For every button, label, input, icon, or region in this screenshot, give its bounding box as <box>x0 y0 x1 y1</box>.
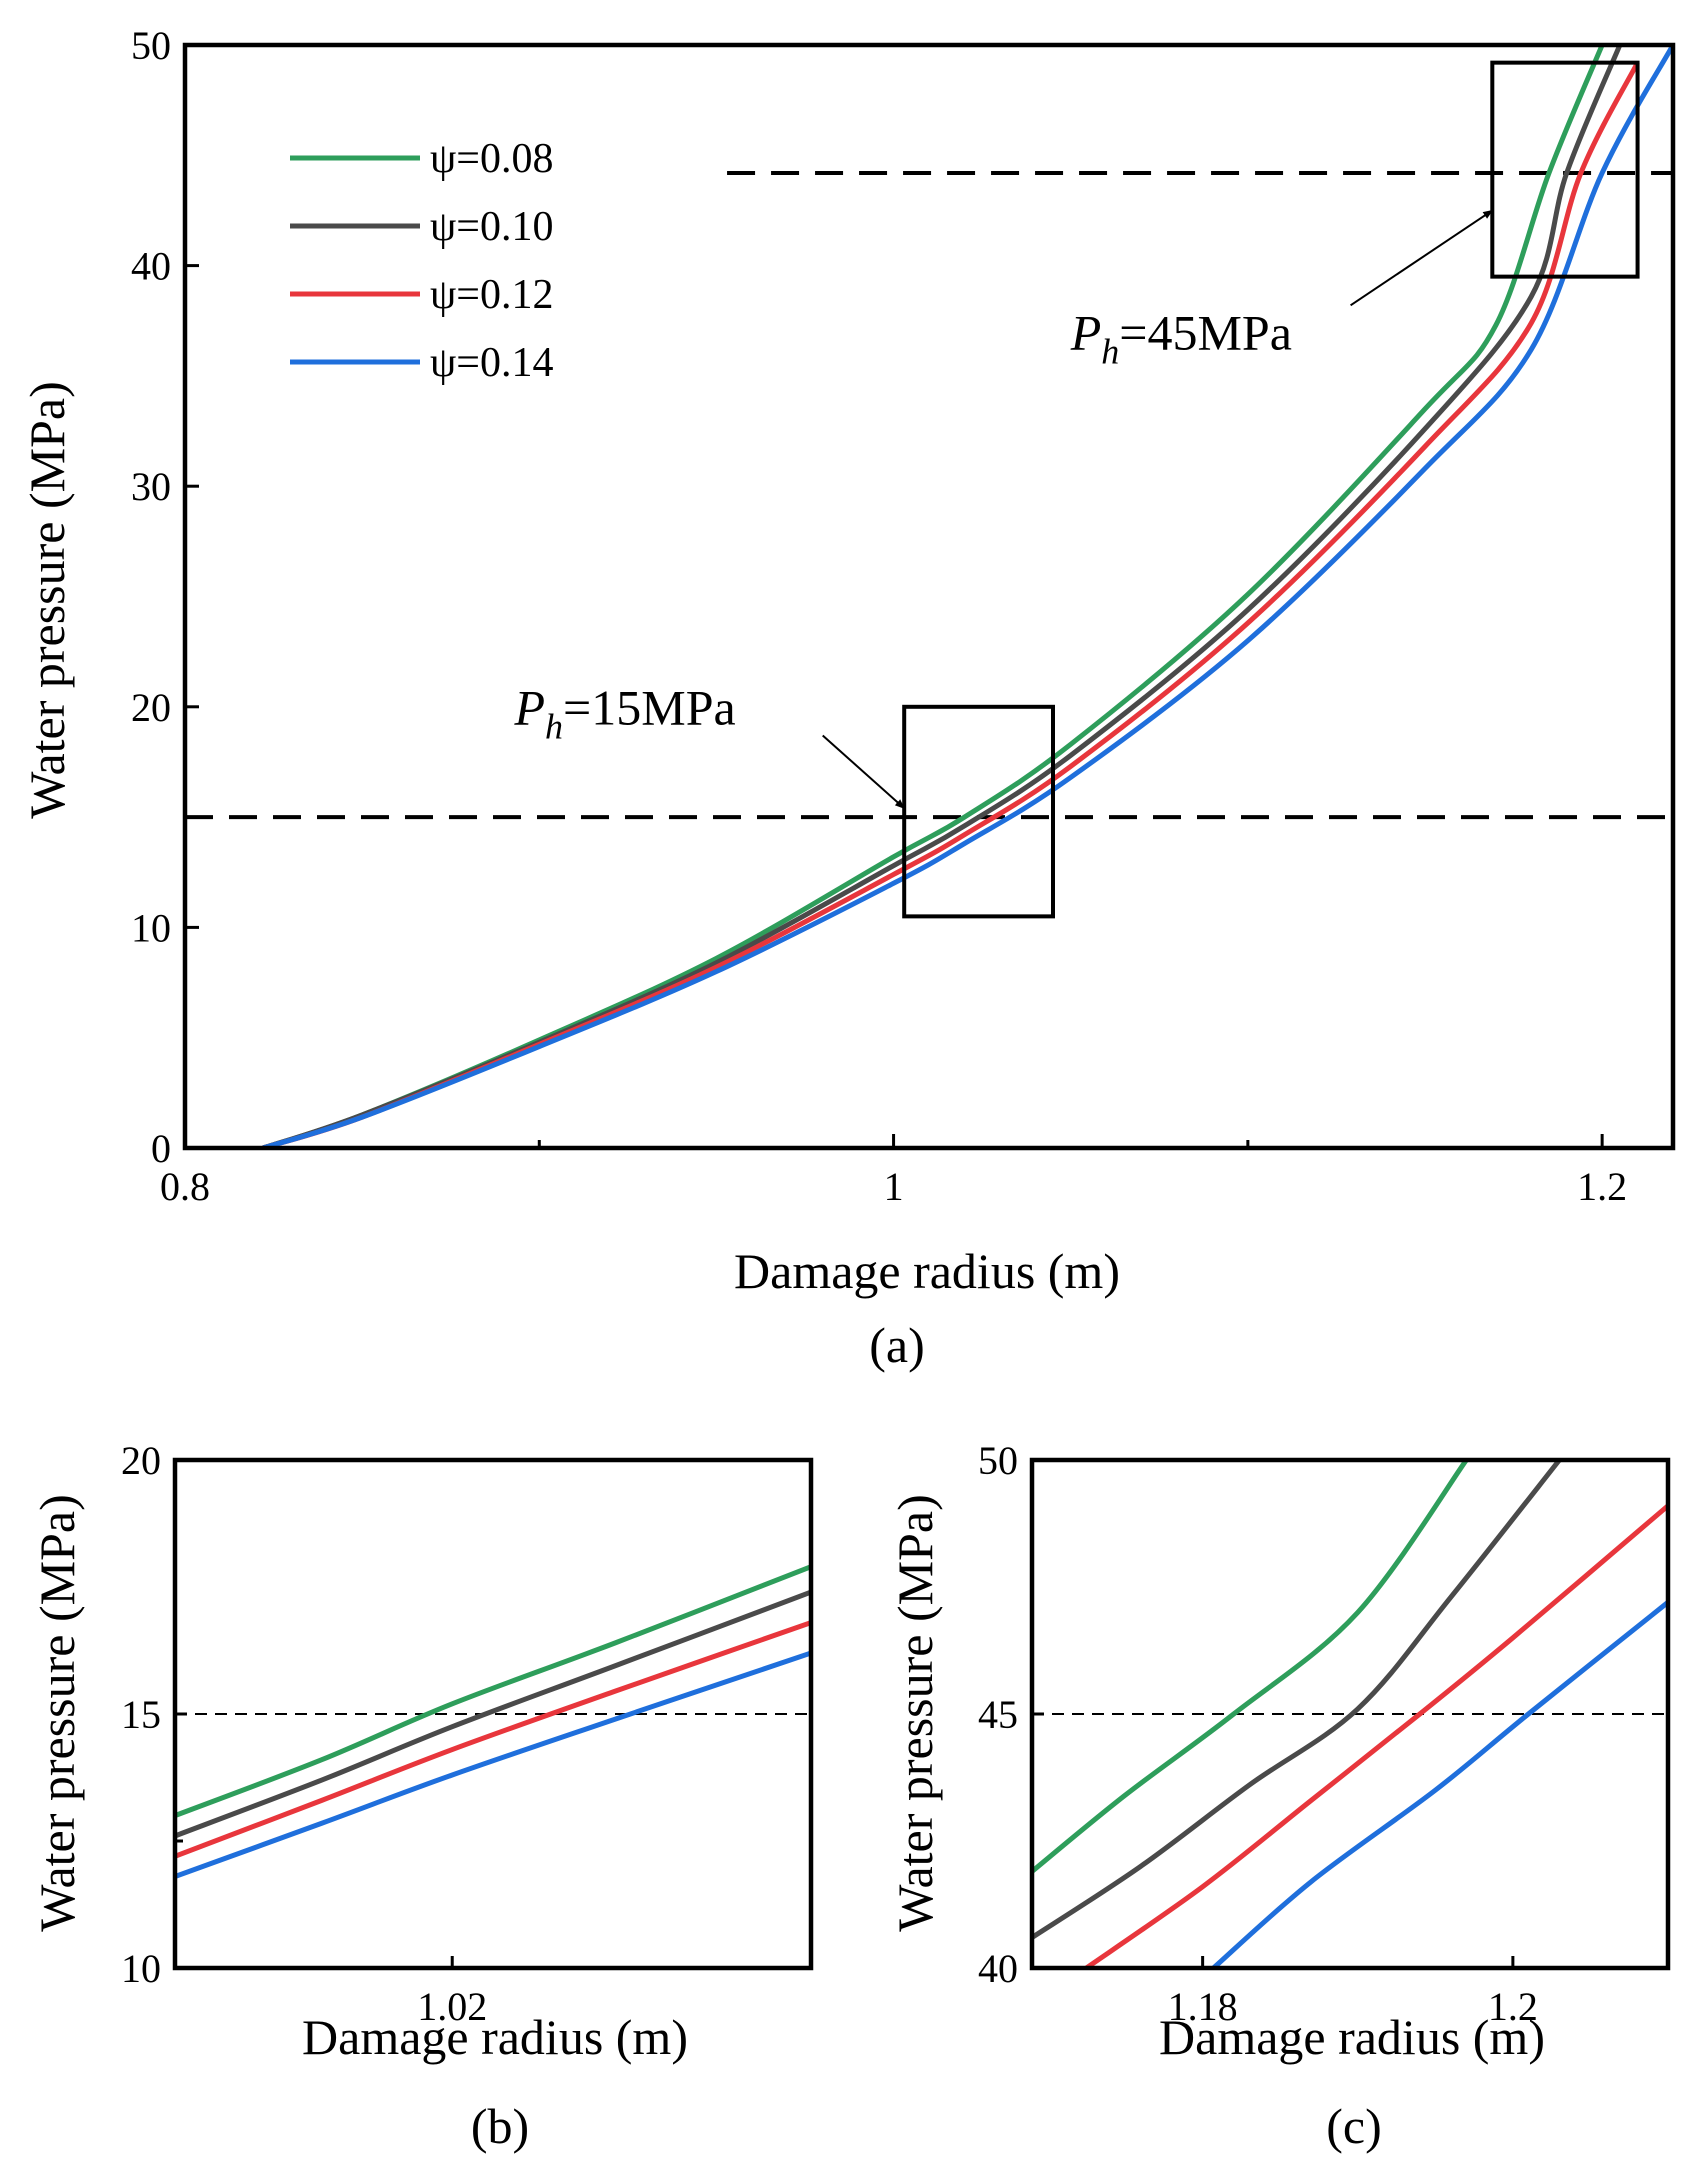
panel-a-xlabel: Damage radius (m) <box>734 1243 1120 1299</box>
y-tick-label: 15 <box>121 1692 161 1737</box>
legend-label-2: ψ=0.10 <box>430 204 553 250</box>
panel-a-chart: Ph=15MPa Ph=45MPa 0.8 1 1.2 0 10 20 30 40 50 ψ=0.… <box>19 23 1676 1373</box>
series-line-psi-0.14 <box>175 1650 811 1879</box>
panel-a-caption: (a) <box>869 1317 925 1373</box>
panel-b-caption: (b) <box>471 2098 529 2154</box>
x-tick-label: 1.18 <box>1168 1984 1238 2029</box>
legend-label-4: ψ=0.14 <box>430 340 553 386</box>
y-tick-label: 40 <box>131 244 171 289</box>
annotation-arrow-1 <box>822 734 905 810</box>
legend-label-1: ψ=0.08 <box>430 136 553 182</box>
zoom-box-2 <box>1490 60 1640 279</box>
series-line-psi-0.14 <box>262 45 1673 1148</box>
panel-a-reference-lines <box>185 170 1673 820</box>
panel-a-legend: ψ=0.08 ψ=0.10 ψ=0.12 ψ=0.14 <box>290 136 553 386</box>
y-tick-label: 20 <box>131 685 171 730</box>
panel-a-ylabel: Water pressure (MPa) <box>19 381 75 818</box>
panel-b-xlabel: Damage radius (m) <box>302 2009 688 2065</box>
panel-c-caption: (c) <box>1326 2098 1382 2154</box>
panel-a-axes: 0.8 1 1.2 0 10 20 30 40 50 <box>131 23 1676 1209</box>
x-tick-label: 1.2 <box>1488 1984 1538 2029</box>
panel-a-zoom-boxes <box>902 60 1640 919</box>
panel-c-chart: 1.18 1.2 40 45 50 Damage radius (m) Water pr… <box>887 1438 1671 2154</box>
y-tick-label: 20 <box>121 1438 161 1483</box>
panel-c-series <box>1032 1460 1668 1968</box>
series-line-psi-0.10 <box>175 1589 811 1839</box>
annotation-ph-1: Ph=15MPa <box>513 679 735 746</box>
series-line-psi-0.12 <box>175 1620 811 1859</box>
series-line-psi-0.10 <box>1032 1460 1562 1940</box>
panel-c-ylabel: Water pressure (MPa) <box>887 1494 943 1931</box>
plot-frame <box>182 42 1676 1151</box>
panel-b-ylabel: Water pressure (MPa) <box>29 1494 85 1931</box>
zoom-box-1 <box>902 704 1056 919</box>
series-line-psi-0.08 <box>175 1564 811 1818</box>
y-tick-label: 10 <box>121 1946 161 1991</box>
y-tick-label: 0 <box>151 1126 171 1171</box>
panel-b-chart: 1.02 10 15 20 Damage radius (m) Water press… <box>29 1438 814 2154</box>
panel-c-axes: 1.18 1.2 40 45 50 <box>978 1438 1671 2029</box>
panel-c-xlabel: Damage radius (m) <box>1159 2009 1545 2065</box>
annotation-ph-2: Ph=45MPa <box>1070 304 1292 371</box>
x-tick-label: 1 <box>884 1164 904 1209</box>
panel-a-series <box>262 45 1673 1148</box>
y-tick-label: 10 <box>131 905 171 950</box>
y-tick-label: 50 <box>131 23 171 68</box>
panel-b-axes: 1.02 10 15 20 <box>121 1438 814 2029</box>
x-tick-label: 0.8 <box>160 1164 210 1209</box>
x-tick-label: 1.02 <box>417 1984 487 2029</box>
y-tick-label: 50 <box>978 1438 1018 1483</box>
y-tick-label: 45 <box>978 1692 1018 1737</box>
panel-a-annotations: Ph=15MPa Ph=45MPa <box>513 209 1494 810</box>
panel-b-series <box>175 1564 811 1879</box>
annotation-arrow-2 <box>1350 209 1494 307</box>
x-tick-label: 1.2 <box>1577 1164 1627 1209</box>
series-line-psi-0.08 <box>1032 1460 1469 1874</box>
y-tick-label: 30 <box>131 464 171 509</box>
legend-label-3: ψ=0.12 <box>430 272 553 318</box>
y-tick-label: 40 <box>978 1946 1018 1991</box>
series-line-psi-0.14 <box>1211 1600 1668 1968</box>
series-line-psi-0.12 <box>1084 1503 1668 1968</box>
